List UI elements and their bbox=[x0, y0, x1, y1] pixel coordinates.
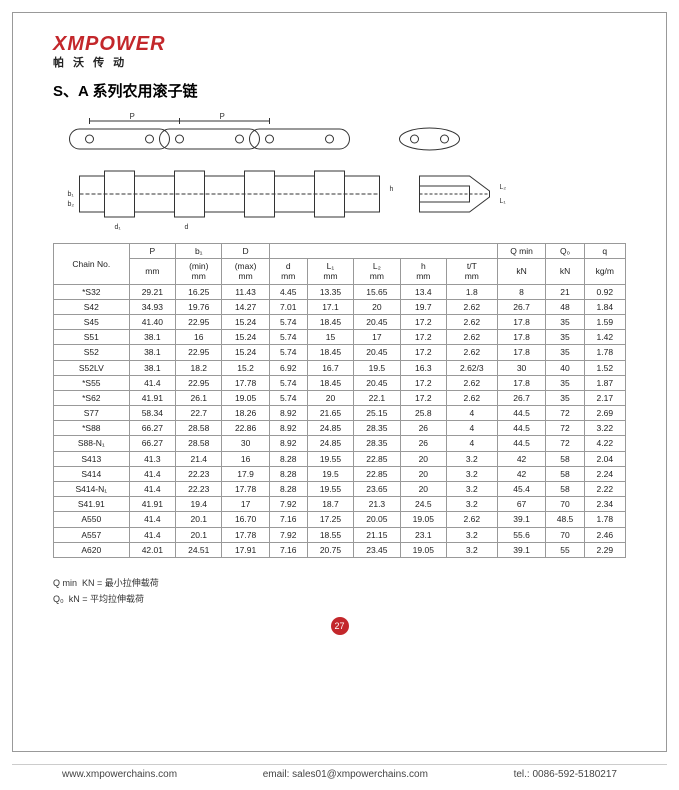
page-number-badge: 27 bbox=[331, 617, 349, 635]
table-row: *S3229.2116.2511.434.4513.3515.6513.41.8… bbox=[54, 284, 626, 299]
svg-text:P: P bbox=[220, 112, 225, 121]
spec-table-body: *S3229.2116.2511.434.4513.3515.6513.41.8… bbox=[54, 284, 626, 557]
table-row: S414-N₁41.422.2317.788.2819.5523.65203.2… bbox=[54, 482, 626, 497]
note-1: Q min KN = 最小拉伸载荷 bbox=[53, 576, 626, 589]
svg-text:P: P bbox=[130, 112, 135, 121]
page-title: S、A 系列农用滚子链 bbox=[53, 80, 626, 101]
table-row: *S8866.2728.5822.868.9224.8528.3526444.5… bbox=[54, 421, 626, 436]
footer: www.xmpowerchains.com email: sales01@xmp… bbox=[12, 764, 667, 790]
table-row: *S5541.422.9517.785.7418.4520.4517.22.62… bbox=[54, 375, 626, 390]
page-container: XMPOWER 帕 沃 传 动 S、A 系列农用滚子链 P P bbox=[12, 12, 667, 752]
table-row: S4234.9319.7614.277.0117.12019.72.6226.7… bbox=[54, 299, 626, 314]
table-row: S4541.4022.9515.245.7418.4520.4517.22.62… bbox=[54, 314, 626, 329]
table-row: A55741.420.117.787.9218.5521.1523.13.255… bbox=[54, 527, 626, 542]
note-1-label: Q min bbox=[53, 578, 77, 588]
svg-text:b₁: b₁ bbox=[68, 191, 75, 198]
table-row: *S6241.9126.119.055.742022.117.22.6226.7… bbox=[54, 390, 626, 405]
table-row: A55041.420.116.707.1617.2520.0519.052.62… bbox=[54, 512, 626, 527]
note-2-label: Q₀ bbox=[53, 594, 64, 604]
notes-block: Q min KN = 最小拉伸载荷 Q₀ kN = 平均拉伸载荷 bbox=[53, 576, 626, 605]
note-1-text: KN = 最小拉伸载荷 bbox=[82, 578, 159, 588]
table-row: S52LV38.118.215.26.9216.719.516.32.62/33… bbox=[54, 360, 626, 375]
footer-email: email: sales01@xmpowerchains.com bbox=[263, 769, 428, 780]
svg-text:d₁: d₁ bbox=[115, 224, 122, 231]
table-row: S7758.3422.718.268.9221.6525.1525.8444.5… bbox=[54, 406, 626, 421]
svg-text:L₂: L₂ bbox=[500, 184, 507, 191]
technical-diagram: P P b₁ b₂ d₁ d h L₂ L₁ bbox=[53, 111, 626, 231]
table-row: A62042.0124.5117.917.1620.7523.4519.053.… bbox=[54, 542, 626, 557]
table-row: S88-N₁66.2728.58308.9224.8528.3526444.57… bbox=[54, 436, 626, 451]
table-row: S5138.11615.245.74151717.22.6217.8351.42 bbox=[54, 330, 626, 345]
table-row: S41.9141.9119.4177.9218.721.324.53.26770… bbox=[54, 497, 626, 512]
table-row: S41341.321.4168.2819.5522.85203.242582.0… bbox=[54, 451, 626, 466]
spec-table-head: Chain No.Pb₁DQ minQ₀qmm(min)mm(max)mmdmm… bbox=[54, 244, 626, 285]
table-row: S41441.422.2317.98.2819.522.85203.242582… bbox=[54, 466, 626, 481]
svg-text:h: h bbox=[390, 186, 394, 193]
brand-logo: XMPOWER bbox=[53, 33, 626, 56]
svg-text:b₂: b₂ bbox=[68, 201, 75, 208]
note-2: Q₀ kN = 平均拉伸载荷 bbox=[53, 592, 626, 605]
footer-tel: tel.: 0086-592-5180217 bbox=[514, 769, 617, 780]
svg-text:d: d bbox=[185, 224, 189, 231]
brand-subtitle: 帕 沃 传 动 bbox=[53, 54, 626, 70]
svg-text:L₁: L₁ bbox=[500, 198, 507, 205]
spec-table: Chain No.Pb₁DQ minQ₀qmm(min)mm(max)mmdmm… bbox=[53, 243, 626, 558]
brand-block: XMPOWER 帕 沃 传 动 bbox=[53, 33, 626, 70]
note-2-text: kN = 平均拉伸载荷 bbox=[69, 594, 144, 604]
footer-web: www.xmpowerchains.com bbox=[62, 769, 177, 780]
table-row: S5238.122.9515.245.7418.4520.4517.22.621… bbox=[54, 345, 626, 360]
